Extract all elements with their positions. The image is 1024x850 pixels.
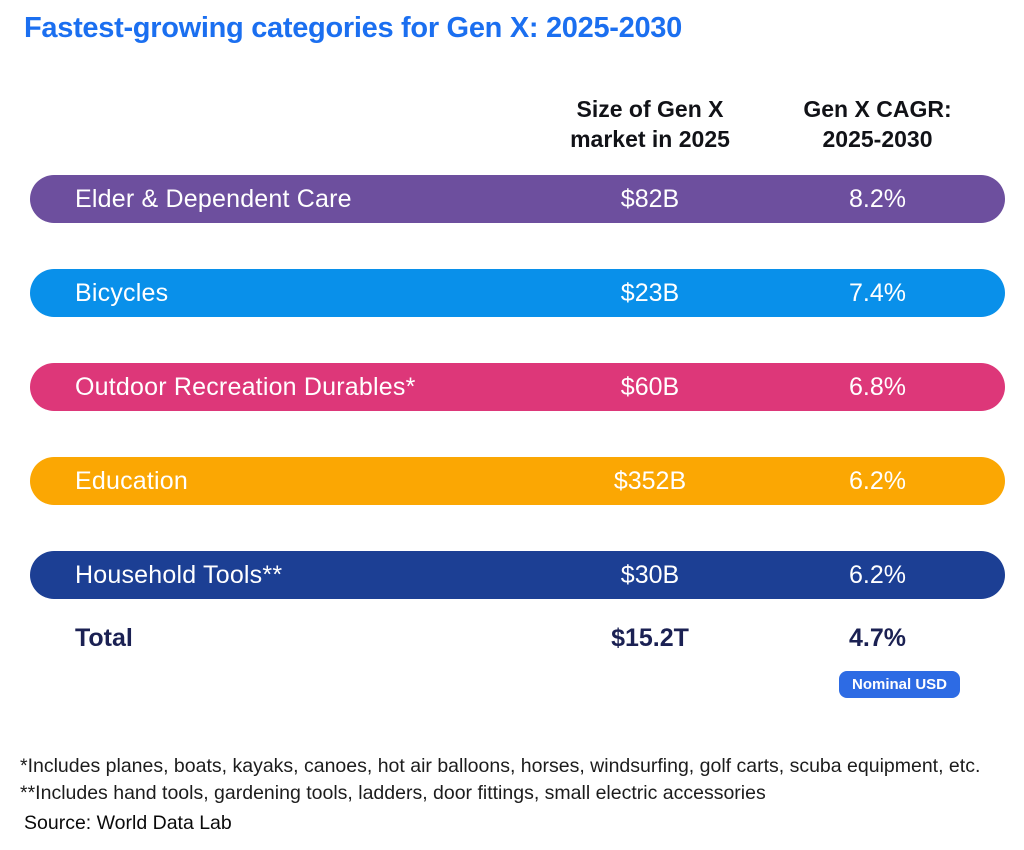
row-category: Outdoor Recreation Durables* [75,372,416,401]
total-label: Total [75,623,133,652]
row-market-size: $82B [620,184,680,213]
table-row-household-tools: Household Tools** $30B 6.2% [30,551,1005,599]
row-category: Bicycles [75,278,169,307]
table-row-outdoor-recreation-durables: Outdoor Recreation Durables* $60B 6.8% [30,363,1005,411]
footnotes: *Includes planes, boats, kayaks, canoes,… [20,753,980,807]
column-header-row: Size of Gen X market in 2025 Gen X CAGR:… [30,94,1005,155]
page-title: Fastest-growing categories for Gen X: 20… [24,12,682,44]
row-cagr: 6.8% [849,372,906,401]
source-credit: Source: World Data Lab [24,812,232,834]
row-category: Education [75,466,188,495]
row-market-size: $23B [620,278,680,307]
footnote-2: **Includes hand tools, gardening tools, … [20,782,766,804]
total-row: Total $15.2T 4.7% [30,621,1005,655]
row-market-size: $60B [620,372,680,401]
row-market-size: $30B [620,560,680,589]
total-market-size: $15.2T [611,623,689,652]
column-header-market-size: Size of Gen X market in 2025 [570,96,730,153]
row-cagr: 6.2% [849,466,906,495]
row-category: Elder & Dependent Care [75,184,352,213]
nominal-usd-badge: Nominal USD [839,671,961,698]
row-category: Household Tools** [75,560,283,589]
row-cagr: 8.2% [849,184,906,213]
column-header-cagr: Gen X CAGR: 2025-2030 [803,96,952,153]
table-row-education: Education $352B 6.2% [30,457,1005,505]
footnote-1: *Includes planes, boats, kayaks, canoes,… [20,755,981,777]
table-row-elder-dependent-care: Elder & Dependent Care $82B 8.2% [30,175,1005,223]
row-cagr: 6.2% [849,560,906,589]
row-cagr: 7.4% [849,278,906,307]
table-row-bicycles: Bicycles $23B 7.4% [30,269,1005,317]
total-cagr: 4.7% [849,623,906,652]
row-market-size: $352B [613,466,687,495]
